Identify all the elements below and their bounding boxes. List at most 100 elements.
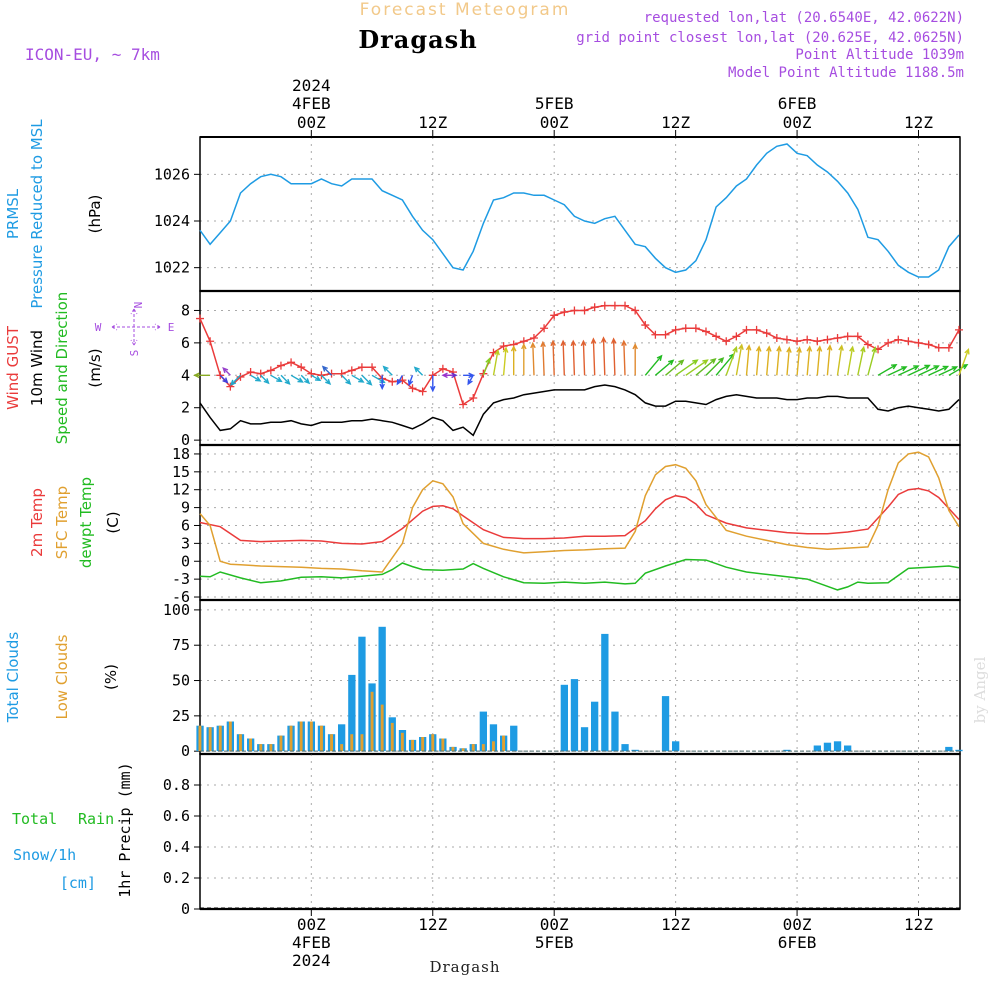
wind-arrow	[361, 374, 373, 386]
low-cloud-bar	[340, 744, 344, 752]
y-axis-label: (hPa)	[86, 195, 104, 234]
series-line-1	[199, 451, 960, 573]
top-tick-label: 00Z	[297, 113, 326, 132]
y-tick-label: 3	[181, 534, 190, 552]
total-cloud-bar	[580, 727, 589, 752]
low-cloud-bar	[249, 738, 252, 752]
low-cloud-bar	[441, 738, 445, 752]
gust-marker	[813, 337, 822, 346]
wind-arrow	[621, 339, 627, 376]
low-cloud-bar	[370, 691, 374, 752]
gust-marker	[863, 340, 872, 349]
gust-marker	[651, 330, 660, 339]
low-cloud-bar	[239, 734, 242, 752]
y-axis-label: 1hr Precip (mm)	[116, 762, 134, 897]
low-cloud-bar	[218, 725, 222, 752]
wind-arrow	[560, 339, 567, 376]
bottom-tick-label: 12Z	[418, 915, 447, 934]
gust-marker	[681, 324, 690, 333]
wind-arrow	[441, 372, 453, 379]
total-cloud-bar	[621, 744, 629, 752]
wind-arrow	[766, 345, 772, 376]
wind-arrow	[755, 345, 762, 376]
top-tick-label: 00Z	[540, 113, 569, 132]
top-tick-label: 12Z	[661, 113, 690, 132]
gust-marker	[732, 332, 741, 341]
point-altitude: Point Altitude 1039m	[795, 47, 964, 63]
y-tick-label: 6	[181, 516, 190, 534]
top-tick-label: 12Z	[904, 113, 933, 132]
gust-marker	[934, 343, 943, 352]
wind-arrow	[654, 359, 675, 376]
gust-marker	[823, 335, 832, 344]
wind-arrow	[413, 366, 424, 376]
wind-arrow	[530, 341, 536, 376]
wind-arrow	[816, 345, 823, 376]
y-tick-label: 0.2	[163, 869, 190, 887]
low-cloud-bar	[350, 734, 354, 752]
y-tick-label: 1022	[154, 259, 190, 277]
gust-marker	[894, 335, 903, 344]
y-axis-label: PRMSL	[4, 188, 22, 239]
gust-marker	[712, 332, 721, 341]
total-cloud-bar	[631, 749, 639, 752]
wind-arrow	[887, 366, 908, 376]
gust-marker	[408, 384, 417, 393]
wind-arrow	[550, 339, 556, 376]
gust-marker	[742, 325, 751, 334]
low-cloud-bar	[289, 725, 293, 752]
total-cloud-bar	[945, 746, 953, 752]
gust-marker	[793, 337, 802, 346]
gust-marker	[671, 325, 680, 334]
y-tick-label: 0	[181, 552, 190, 570]
wind-arrow	[867, 346, 877, 376]
gust-marker	[803, 335, 812, 344]
gust-marker	[540, 324, 549, 333]
wind-arrow	[725, 345, 738, 376]
wind-arrow	[948, 363, 969, 376]
bottom-tick-date: 4FEB	[292, 933, 331, 952]
y-tick-label: 25	[172, 707, 190, 725]
bottom-tick-label: 12Z	[661, 915, 690, 934]
wind-arrow	[270, 374, 283, 383]
wind-arrow	[898, 365, 920, 376]
gust-marker	[884, 338, 893, 347]
bottom-tick-date: 6FEB	[778, 933, 817, 952]
y-axis-label: 10m Wind	[28, 330, 46, 406]
panel-clouds: 0 25 50 75 100 Total Clouds Low Clouds (%)	[4, 599, 963, 760]
bottom-tick-label: 00Z	[783, 915, 812, 934]
wind-arrow	[540, 340, 546, 376]
wind-arrow	[482, 357, 491, 376]
wind-arrow	[632, 342, 638, 376]
y-axis-label: SFC Temp	[53, 486, 71, 559]
total-cloud-bar	[358, 636, 366, 752]
total-cloud-bar	[611, 711, 619, 752]
y-tick-label: 1026	[154, 165, 190, 183]
y-tick-label: 0.4	[163, 838, 190, 856]
gust-marker	[641, 321, 650, 330]
panels: 1022 1024 1026 PRMSL Pressure Reduced to MSL…	[4, 119, 970, 918]
gust-marker	[388, 377, 397, 386]
y-tick-label: 1024	[154, 212, 190, 230]
wind-arrow	[521, 342, 527, 376]
model-altitude: Model Point Altitude 1188.5m	[728, 65, 964, 81]
low-cloud-bar	[421, 737, 425, 752]
total-cloud-bar	[661, 696, 670, 752]
legend-label: Total	[12, 810, 57, 828]
total-cloud-bar	[672, 741, 680, 752]
y-tick-label: 18	[172, 445, 190, 463]
wind-arrow	[600, 336, 607, 376]
total-cloud-bar	[338, 724, 346, 752]
grid-point-coords: grid point closest lon,lat (20.625E, 42.…	[576, 30, 964, 46]
wind-arrow	[222, 367, 231, 376]
gust-marker	[762, 329, 771, 338]
gust-marker	[924, 340, 933, 349]
gust-marker	[287, 358, 296, 367]
gust-marker	[631, 306, 640, 315]
total-cloud-bar	[783, 749, 791, 752]
panel-frame	[199, 753, 961, 910]
panel-pressure: 1022 1024 1026 PRMSL Pressure Reduced to MSL…	[4, 119, 961, 309]
wind-arrow	[836, 344, 844, 376]
top-tick-date: 5FEB	[535, 94, 574, 113]
